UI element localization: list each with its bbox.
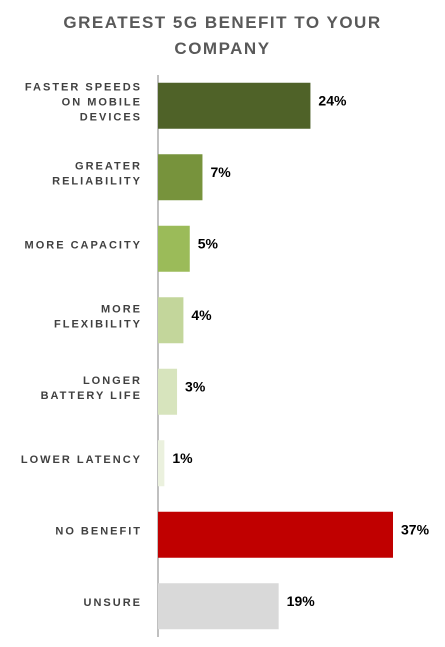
category-label-5: LOWER LATENCY	[21, 454, 142, 466]
category-label-7-line-0: UNSURE	[84, 597, 142, 609]
category-label-6: NO BENEFIT	[55, 526, 142, 538]
category-label-3-line-1: FLEXIBILITY	[54, 319, 142, 331]
bar-0	[158, 82, 311, 129]
category-label-7: UNSURE	[84, 597, 142, 609]
category-label-1-line-1: RELIABILITY	[52, 176, 142, 188]
value-label-6: 37%	[401, 521, 430, 537]
value-label-1: 7%	[210, 164, 231, 180]
category-label-0-line-0: FASTER SPEEDS	[25, 82, 142, 94]
category-label-0-line-2: DEVICES	[80, 112, 142, 124]
value-label-4: 3%	[185, 378, 206, 394]
category-label-2-line-0: MORE CAPACITY	[25, 240, 142, 252]
value-label-0: 24%	[318, 92, 347, 108]
bar-5	[158, 440, 165, 487]
category-label-4-line-0: LONGER	[83, 375, 142, 387]
value-label-2: 5%	[198, 235, 219, 251]
value-label-7: 19%	[287, 593, 316, 609]
value-label-5: 1%	[172, 450, 193, 466]
bar-7	[158, 583, 279, 630]
category-label-5-line-0: LOWER LATENCY	[21, 454, 142, 466]
bar-4	[158, 368, 178, 415]
category-label-4: LONGER BATTERY LIFE	[41, 375, 142, 402]
bar-6	[158, 511, 393, 558]
category-label-1: GREATER RELIABILITY	[52, 161, 142, 188]
chart-title-line-1: GREATEST 5G BENEFIT TO YOUR	[63, 13, 382, 32]
category-label-1-line-0: GREATER	[75, 161, 142, 173]
value-label-3: 4%	[191, 307, 212, 323]
bar-2	[158, 225, 190, 272]
category-label-2: MORE CAPACITY	[25, 240, 142, 252]
category-label-3-line-0: MORE	[101, 304, 142, 316]
chart-title-line-2: COMPANY	[174, 39, 271, 58]
category-label-3: MORE FLEXIBILITY	[54, 304, 142, 331]
bar-3	[158, 297, 184, 344]
chart-title: GREATEST 5G BENEFIT TO YOUR COMPANY	[40, 10, 405, 62]
category-label-6-line-0: NO BENEFIT	[55, 526, 142, 538]
bar-1	[158, 154, 203, 201]
category-label-0: FASTER SPEEDS ON MOBILE DEVICES	[25, 82, 142, 124]
category-label-4-line-1: BATTERY LIFE	[41, 390, 142, 402]
category-label-0-line-1: ON MOBILE	[62, 97, 142, 109]
